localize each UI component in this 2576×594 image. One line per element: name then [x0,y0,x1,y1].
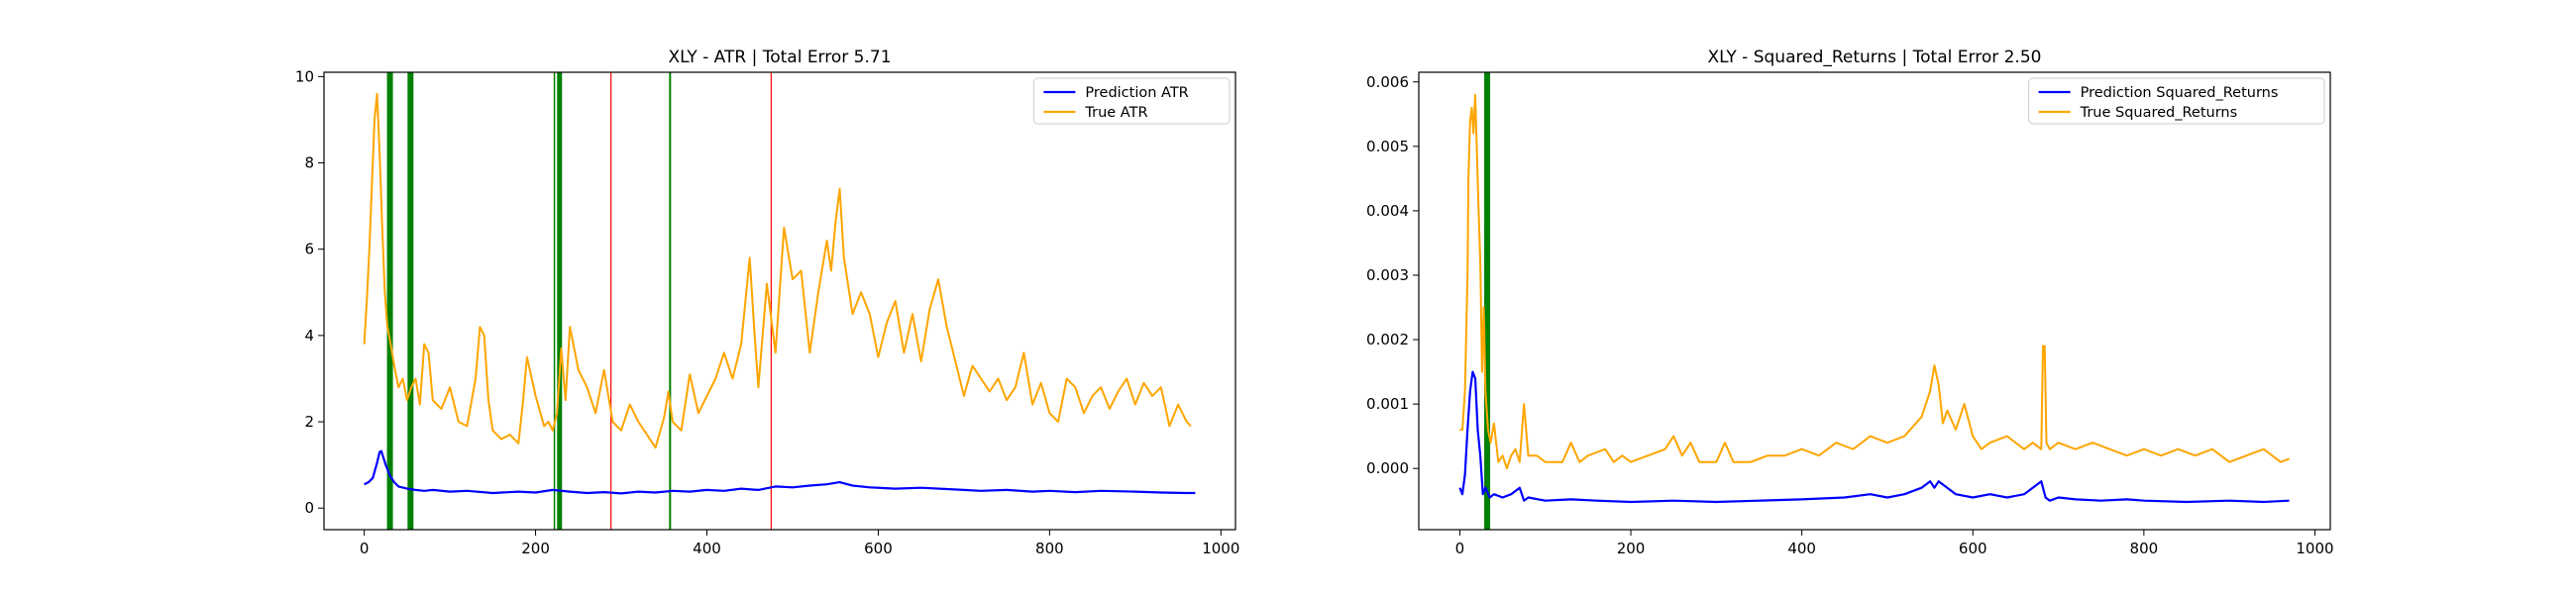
squared-returns-x-tick-label-4: 800 [2130,540,2159,557]
atr-plot-area [363,72,1196,530]
atr-y-tick-label-1: 2 [304,413,314,431]
squared-returns-y-tick-label-3: 0.003 [1366,266,1409,284]
squared-returns-plot-area [1458,72,2290,530]
atr-x-tick-label-3: 600 [864,540,893,557]
squared-returns-x-tick-label-0: 0 [1455,540,1465,557]
atr-y-tick-label-0: 0 [304,499,314,517]
squared-returns-y-tick-label-5: 0.005 [1366,138,1409,155]
squared-returns-y-tick-label-0: 0.000 [1366,459,1409,477]
atr-y-tick-label-5: 10 [295,67,314,85]
squared-returns-x-tick-label-5: 1000 [2296,540,2333,557]
atr-x-tick-label-4: 800 [1035,540,1064,557]
atr-chart-title: XLY - ATR | Total Error 5.71 [668,48,891,67]
squared-returns-y-tick-label-2: 0.002 [1366,331,1409,348]
atr-y-tick-label-2: 4 [304,327,314,345]
squared-returns-y-tick-label-4: 0.004 [1366,202,1409,220]
squared-returns-y-tick-label-6: 0.006 [1366,73,1409,91]
squared-returns-series-line-prediction [1458,370,2290,504]
atr-chart-panel: XLY - ATR | Total Error 5.71 0 200 400 600 8… [295,48,1239,557]
squared-returns-chart-panel: XLY - Squared_Returns | Total Error 2.50… [1366,48,2334,557]
atr-legend-box [1032,77,1231,125]
atr-legend: Prediction ATR True ATR [1032,77,1231,125]
atr-y-tick-label-4: 8 [304,154,314,172]
squared-returns-legend: Prediction Squared_Returns True Squared_R… [2028,77,2325,125]
atr-series-line-prediction [364,449,1196,495]
squared-returns-x-tick-label-2: 400 [1787,540,1816,557]
atr-x-tick-label-1: 200 [521,540,550,557]
squared-returns-series-line-true [1459,93,2290,470]
atr-series-line-true [363,92,1192,449]
squared-returns-chart-title: XLY - Squared_Returns | Total Error 2.50 [1708,48,2042,67]
atr-legend-label-1: True ATR [1084,105,1147,121]
squared-returns-y-tick-label-1: 0.001 [1366,395,1409,413]
atr-x-tick-label-5: 1000 [1202,540,1239,557]
squared-returns-axes-frame [1418,71,2331,531]
squared-returns-legend-label-0: Prediction Squared_Returns [2081,85,2279,101]
squared-returns-legend-label-1: True Squared_Returns [2080,105,2238,121]
atr-x-tick-label-0: 0 [360,540,370,557]
atr-y-tick-label-3: 6 [304,241,314,258]
squared-returns-legend-box [2028,77,2325,125]
atr-legend-label-0: Prediction ATR [1085,85,1188,101]
squared-returns-x-tick-label-3: 600 [1959,540,1987,557]
atr-x-tick-label-2: 400 [693,540,721,557]
atr-axes-frame [323,71,1236,531]
squared-returns-x-tick-label-1: 200 [1617,540,1646,557]
